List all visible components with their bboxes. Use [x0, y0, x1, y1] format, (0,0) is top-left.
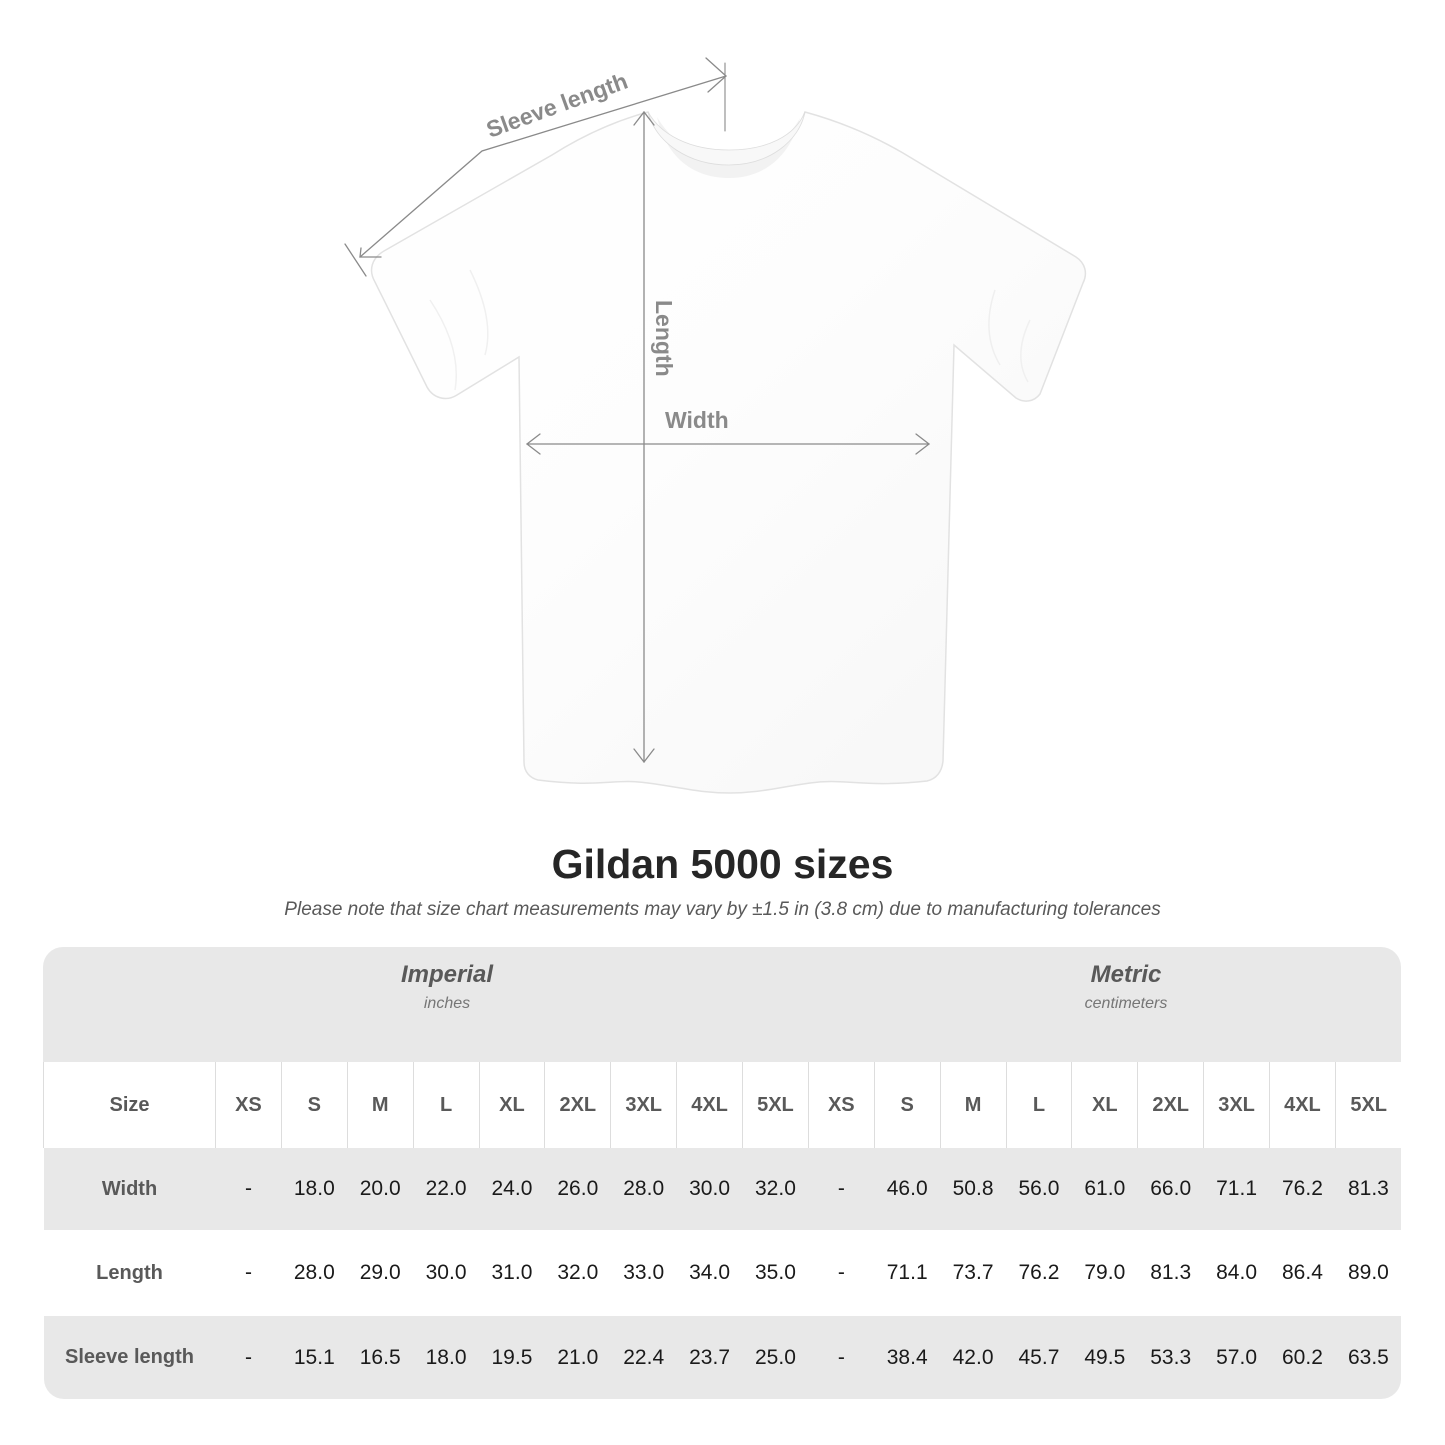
svg-text:Width: Width — [665, 407, 729, 433]
svg-text:Length: Length — [651, 300, 677, 377]
